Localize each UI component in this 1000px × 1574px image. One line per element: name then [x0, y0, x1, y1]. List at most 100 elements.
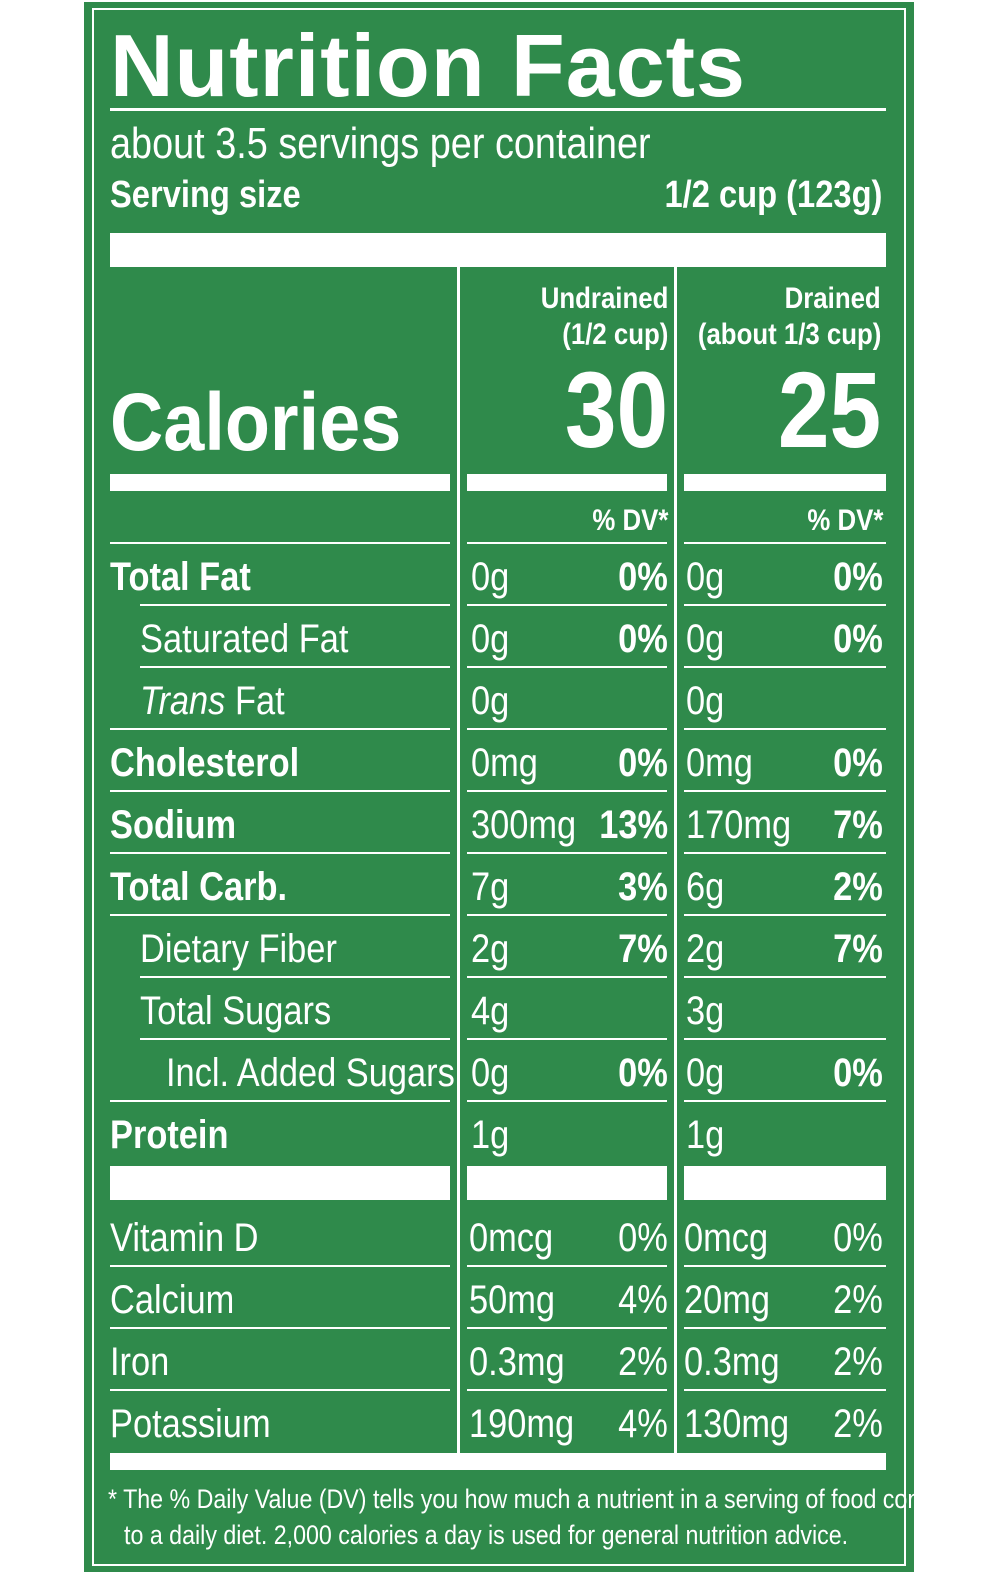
row-divider: [467, 976, 667, 978]
vitamin-d-drained-dv: 0%: [833, 1216, 883, 1260]
footnote-line1: * The % Daily Value (DV) tells you how m…: [108, 1484, 997, 1514]
sodium-drained-amount: 170mg: [686, 803, 792, 847]
calories-undrained: 30: [564, 349, 668, 470]
sugars-undrained-amount: 4g: [471, 989, 510, 1033]
row-divider: [467, 1100, 667, 1102]
row-divider: [467, 666, 667, 668]
carb-drained-amount: 6g: [686, 865, 725, 909]
calories-label: Calories: [110, 377, 402, 468]
row-divider: [140, 976, 450, 978]
column-divider-1: [457, 267, 460, 1453]
cholesterol-drained-amount: 0mg: [686, 741, 753, 785]
total-fat-undrained-dv: 0%: [618, 555, 668, 599]
fiber-drained-amount: 2g: [686, 927, 725, 971]
row-divider: [110, 728, 450, 730]
label-total-sugars: Total Sugars: [140, 989, 332, 1033]
dv-header-col1: % DV*: [592, 504, 668, 537]
sugars-drained-amount: 3g: [686, 989, 725, 1033]
protein-undrained-amount: 1g: [471, 1113, 510, 1157]
iron-undrained-dv: 2%: [618, 1340, 668, 1384]
carb-undrained-dv: 3%: [618, 865, 668, 909]
potassium-drained-dv: 2%: [833, 1402, 883, 1446]
row-divider: [110, 1327, 450, 1329]
vitamin-d-undrained-amount: 0mcg: [469, 1216, 554, 1260]
row-divider: [467, 542, 667, 544]
fiber-drained-dv: 7%: [833, 927, 883, 971]
calcium-drained-amount: 20mg: [684, 1278, 771, 1322]
row-divider: [467, 1038, 667, 1040]
calcium-undrained-dv: 4%: [618, 1278, 668, 1322]
calories-divider-col1: [467, 474, 667, 491]
row-divider: [684, 1265, 886, 1267]
row-divider: [467, 1265, 667, 1267]
sodium-undrained-dv: 13%: [599, 803, 668, 847]
sat-fat-undrained-amount: 0g: [471, 617, 510, 661]
row-divider: [110, 1265, 450, 1267]
col2-header-line2: (about 1/3 cup): [697, 318, 881, 351]
vitamin-d-undrained-dv: 0%: [618, 1216, 668, 1260]
servings-per-container: about 3.5 servings per container: [110, 119, 651, 168]
potassium-undrained-dv: 4%: [618, 1402, 668, 1446]
added-sugars-drained-dv: 0%: [833, 1051, 883, 1095]
sat-fat-drained-dv: 0%: [833, 617, 883, 661]
row-divider: [110, 1100, 450, 1102]
row-divider: [140, 1038, 450, 1040]
row-divider: [684, 1100, 886, 1102]
label-cholesterol: Cholesterol: [110, 741, 300, 785]
fiber-undrained-amount: 2g: [471, 927, 510, 971]
col2-header-line1: Drained: [784, 282, 881, 315]
row-divider: [684, 790, 886, 792]
row-divider: [467, 914, 667, 916]
vitamin-divider-col2: [684, 1166, 886, 1200]
row-divider: [684, 1038, 886, 1040]
row-divider: [684, 1389, 886, 1391]
row-divider: [684, 542, 886, 544]
label-title: Nutrition Facts: [110, 16, 746, 115]
thick-divider-top: [110, 233, 886, 267]
total-fat-drained-dv: 0%: [833, 555, 883, 599]
iron-undrained-amount: 0.3mg: [469, 1340, 565, 1384]
vitamin-d-drained-amount: 0mcg: [684, 1216, 769, 1260]
trans-italic: Trans: [140, 679, 226, 723]
total-fat-undrained-amount: 0g: [471, 555, 510, 599]
calories-divider-col2: [684, 474, 886, 491]
added-sugars-drained-amount: 0g: [686, 1051, 725, 1095]
label-sodium: Sodium: [110, 803, 237, 847]
sat-fat-undrained-dv: 0%: [618, 617, 668, 661]
label-frame: [92, 8, 906, 1566]
row-divider: [467, 852, 667, 854]
row-divider: [110, 542, 450, 544]
title-divider: [110, 108, 886, 111]
label-vitamin-d: Vitamin D: [110, 1216, 259, 1260]
calories-drained: 25: [777, 349, 881, 470]
calcium-undrained-amount: 50mg: [469, 1278, 556, 1322]
iron-drained-amount: 0.3mg: [684, 1340, 780, 1384]
added-sugars-undrained-amount: 0g: [471, 1051, 510, 1095]
row-divider: [467, 728, 667, 730]
row-divider: [684, 728, 886, 730]
label-saturated-fat: Saturated Fat: [140, 617, 349, 661]
cholesterol-undrained-dv: 0%: [618, 741, 668, 785]
added-sugars-undrained-dv: 0%: [618, 1051, 668, 1095]
vitamin-divider-left: [110, 1166, 450, 1200]
trans-fat-rest: Fat: [225, 679, 285, 723]
carb-drained-dv: 2%: [833, 865, 883, 909]
carb-undrained-amount: 7g: [471, 865, 510, 909]
trans-fat-undrained-amount: 0g: [471, 679, 510, 723]
col1-header-line1: Undrained: [540, 282, 668, 315]
row-divider: [110, 914, 450, 916]
row-divider: [467, 1327, 667, 1329]
sodium-undrained-amount: 300mg: [471, 803, 577, 847]
label-total-carb: Total Carb.: [110, 865, 288, 909]
vitamin-divider-col1: [467, 1166, 667, 1200]
row-divider: [684, 1327, 886, 1329]
label-trans-fat: Trans Fat: [140, 681, 285, 721]
label-added-sugars: Incl. Added Sugars: [166, 1051, 455, 1095]
footnote-line2: to a daily diet. 2,000 calories a day is…: [124, 1520, 849, 1550]
total-fat-drained-amount: 0g: [686, 555, 725, 599]
row-divider: [684, 852, 886, 854]
row-divider: [110, 1389, 450, 1391]
potassium-drained-amount: 130mg: [684, 1402, 790, 1446]
trans-fat-drained-amount: 0g: [686, 679, 725, 723]
iron-drained-dv: 2%: [833, 1340, 883, 1384]
